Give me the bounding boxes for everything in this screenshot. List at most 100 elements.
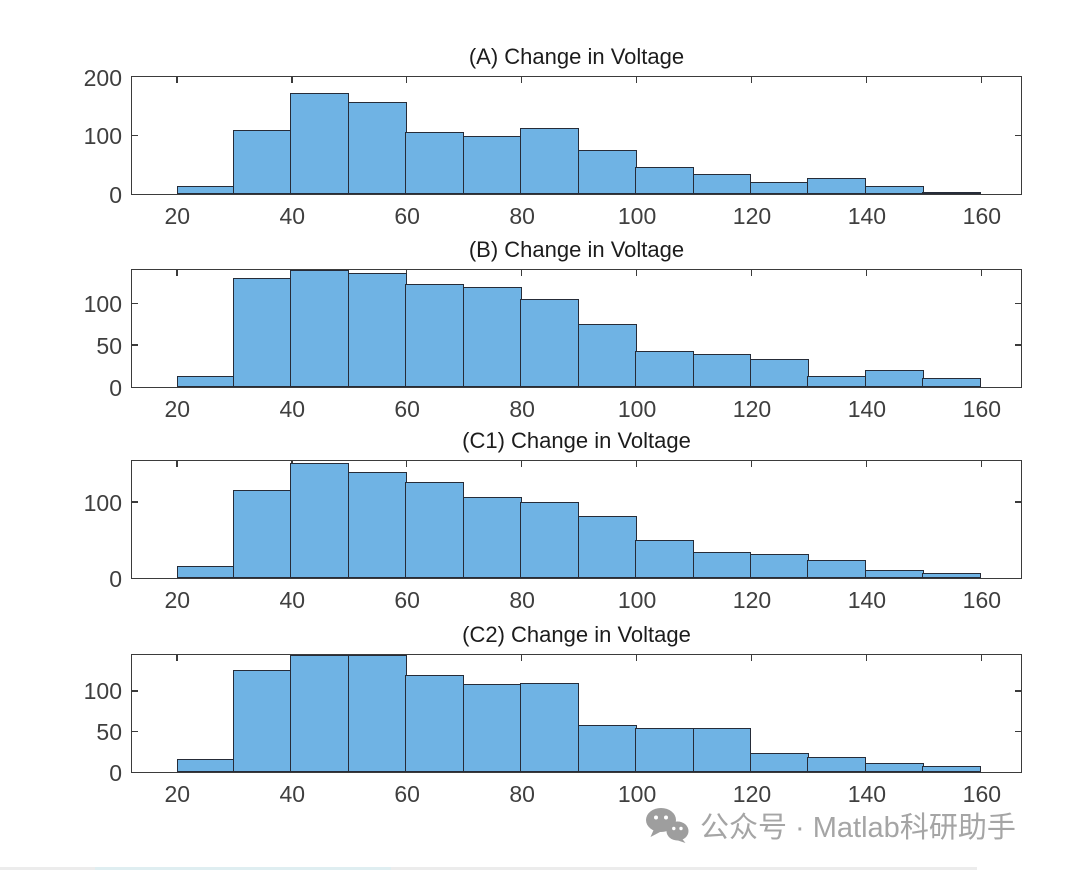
y-tick-label: 100: [83, 123, 122, 149]
x-tick-label: 120: [732, 203, 772, 229]
histogram-bar: [176, 565, 235, 578]
x-tick-mark: [635, 461, 638, 467]
x-tick-label: 160: [962, 587, 1002, 613]
histogram-bar: [864, 570, 924, 578]
y-tick-label: 0: [109, 181, 122, 208]
y-tick-mark: [132, 690, 138, 692]
histogram-bar: [462, 286, 522, 387]
x-tick-label: 160: [962, 781, 1002, 807]
histogram-bar: [462, 497, 522, 578]
subplot-c1-plot-area: [131, 460, 1022, 579]
x-tick-label: 20: [164, 781, 191, 807]
subplot-c2-title: (C2) Change in Voltage: [462, 622, 691, 647]
x-tick-mark: [176, 655, 178, 661]
histogram-bar: [749, 182, 809, 194]
x-tick-label: 120: [732, 396, 772, 422]
wechat-icon: [646, 808, 689, 843]
x-tick-label: 100: [617, 587, 657, 613]
histogram-bar: [635, 167, 694, 194]
histogram-bar: [577, 515, 637, 578]
x-tick-label: 140: [847, 396, 887, 422]
watermark: 公众号 · Matlab科研助手: [645, 804, 1016, 846]
histogram-bar: [347, 273, 407, 387]
histogram-bar: [749, 359, 809, 387]
x-tick-mark: [865, 461, 868, 467]
subplot-a-title: (A) Change in Voltage: [468, 44, 685, 69]
scrollbar-thumb[interactable]: [95, 867, 391, 870]
y-tick-label: 0: [109, 565, 122, 592]
histogram-bar: [232, 489, 292, 578]
x-tick-mark: [750, 77, 753, 83]
x-tick-label: 80: [509, 203, 535, 229]
x-tick-label: 60: [394, 203, 420, 229]
subplot-c2: (C2) Change in Voltage 20 40 60 80 100 120 140…: [0, 620, 1080, 816]
x-tick-mark: [176, 270, 178, 276]
y-tick-label: 0: [109, 759, 122, 786]
x-tick-label: 160: [962, 203, 1002, 229]
y-tick-mark: [1015, 134, 1021, 137]
histogram-bar: [462, 684, 522, 772]
x-tick-mark: [750, 655, 753, 661]
histogram-bar: [864, 370, 924, 387]
x-tick-label: 60: [394, 781, 420, 807]
histogram-bar: [405, 284, 465, 387]
subplot-b: (B) Change in Voltage 20 40 60 80 100 120 140 1…: [0, 235, 1080, 431]
x-tick-label: 80: [509, 781, 535, 807]
x-tick-mark: [980, 77, 983, 83]
x-tick-mark: [520, 461, 523, 467]
y-tick-mark: [1015, 344, 1021, 346]
histogram-bar: [347, 471, 407, 578]
x-tick-label: 40: [279, 781, 306, 807]
histogram-bar: [405, 675, 465, 772]
histogram-bar: [290, 270, 350, 387]
x-tick-label: 140: [847, 203, 887, 229]
x-tick-mark: [176, 461, 178, 467]
x-tick-mark: [980, 655, 983, 661]
y-tick-label: 50: [96, 332, 122, 359]
x-tick-mark: [291, 77, 293, 83]
histogram-bar: [922, 572, 982, 578]
x-tick-label: 120: [732, 781, 772, 807]
histogram-bar: [232, 277, 292, 387]
x-tick-mark: [980, 270, 983, 276]
histogram-bar: [520, 128, 580, 194]
x-tick-label: 60: [394, 396, 420, 422]
histogram-bar: [864, 186, 924, 194]
histogram-bar: [577, 324, 637, 387]
histogram-bar: [922, 377, 982, 387]
y-tick-mark: [1015, 690, 1021, 692]
x-tick-mark: [865, 655, 868, 661]
x-tick-mark: [520, 77, 523, 83]
histogram-bar: [864, 763, 924, 772]
histogram-bar: [749, 753, 809, 772]
histogram-bar: [692, 552, 752, 578]
y-tick-label: 0: [109, 374, 122, 401]
x-tick-mark: [520, 655, 523, 661]
x-tick-mark: [980, 461, 983, 467]
watermark-text: 公众号 · Matlab科研助手: [700, 812, 1016, 844]
y-tick-mark: [132, 302, 138, 305]
histogram-bar: [635, 728, 694, 772]
histogram-bar: [462, 136, 522, 194]
x-tick-mark: [865, 77, 868, 83]
histogram-bar: [692, 728, 752, 772]
x-tick-label: 20: [164, 203, 191, 229]
x-tick-mark: [405, 77, 408, 83]
x-tick-label: 100: [617, 781, 657, 807]
histogram-bar: [577, 149, 637, 194]
histogram-bar: [520, 299, 580, 387]
x-tick-mark: [405, 461, 408, 467]
histogram-bar: [347, 101, 407, 194]
y-tick-mark: [1015, 730, 1021, 733]
subplot-c2-plot-area: [131, 654, 1022, 773]
x-tick-mark: [176, 77, 178, 83]
x-tick-label: 140: [847, 587, 887, 613]
histogram-bar: [405, 132, 465, 194]
scrollbar-track[interactable]: [0, 867, 977, 870]
histogram-bar: [807, 756, 867, 772]
x-tick-mark: [635, 270, 638, 276]
y-tick-mark: [1015, 302, 1021, 305]
x-tick-mark: [635, 77, 638, 83]
histogram-bar: [176, 759, 235, 772]
subplot-c1: (C1) Change in Voltage 20 40 60 80 100 120 140…: [0, 426, 1080, 622]
